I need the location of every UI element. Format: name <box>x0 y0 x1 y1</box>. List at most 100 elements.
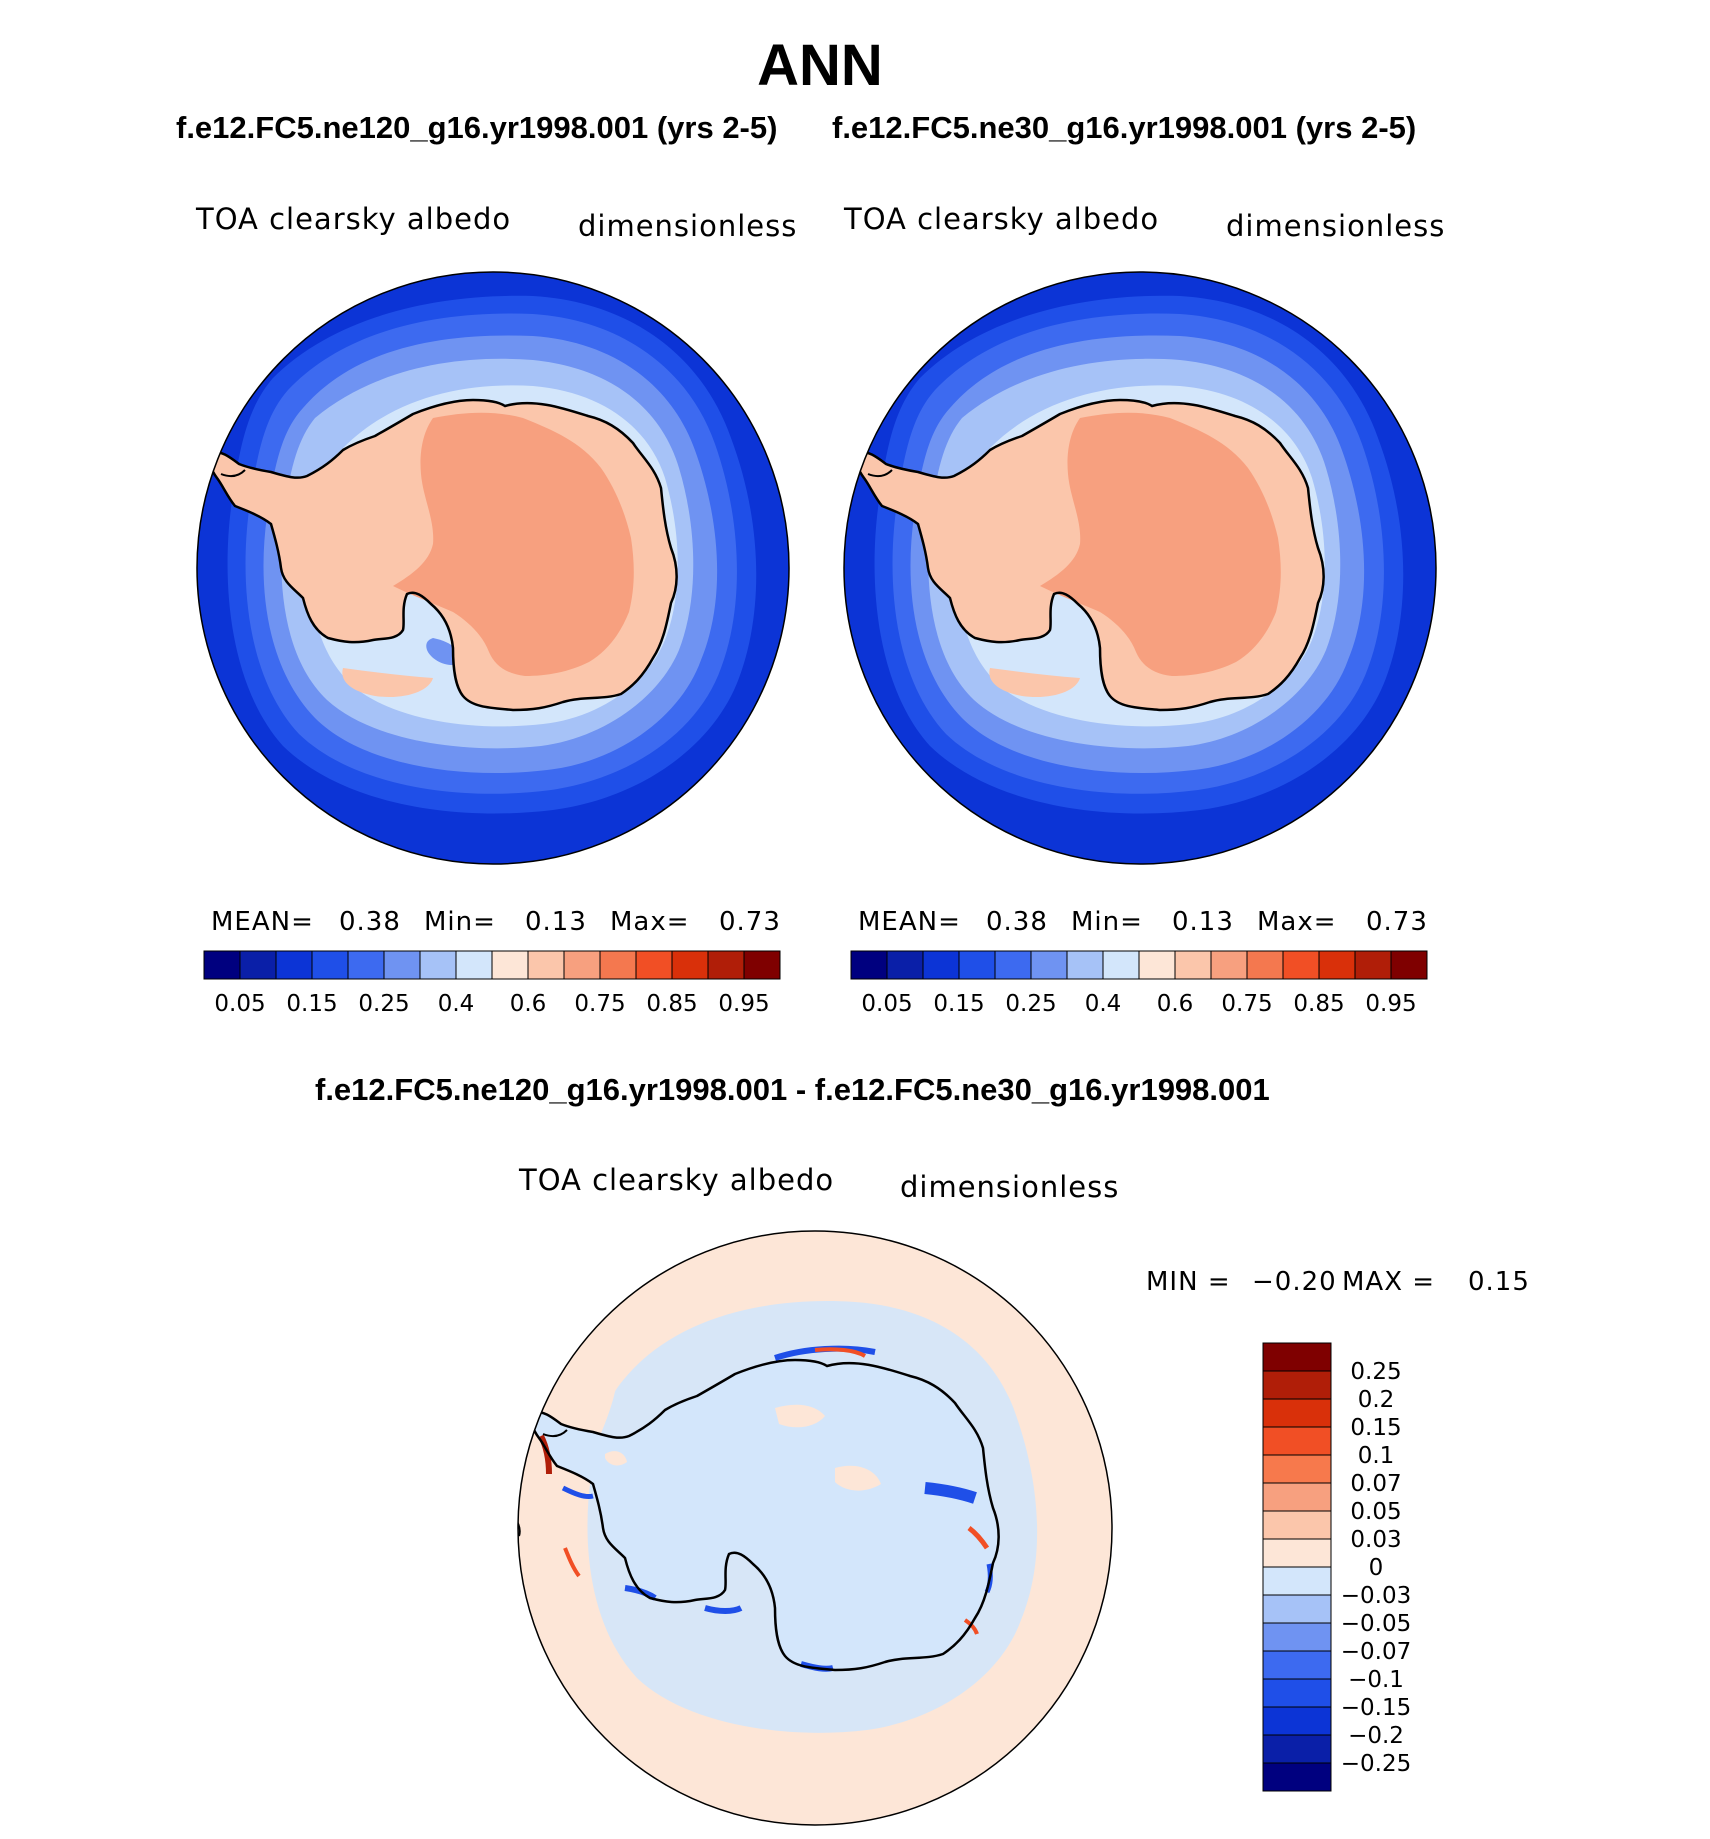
colorbar-left-tick-label: 0.4 <box>438 991 475 1017</box>
colorbar-left-swatch <box>347 950 385 980</box>
colorbar-diff-swatch <box>1262 1454 1332 1484</box>
colorbar-right-swatch <box>958 950 996 980</box>
colorbar-right-tick-label: 0.05 <box>861 991 912 1017</box>
colorbar-right-tick-label: 0.85 <box>1293 991 1344 1017</box>
colorbar-left-swatch <box>743 950 781 980</box>
colorbar-left-tick-label: 0.25 <box>358 991 409 1017</box>
colorbar-right-swatch <box>886 950 924 980</box>
colorbar-right-swatch <box>922 950 960 980</box>
left-max-value: 0.73 <box>719 907 781 937</box>
colorbar-left-tick-label: 0.05 <box>214 991 265 1017</box>
colorbar-left-tick-label: 0.6 <box>510 991 547 1017</box>
page-title: ANN <box>757 33 883 98</box>
colorbar-diff-tick-label: 0.05 <box>1350 1499 1401 1525</box>
colorbar-diff-tick-label: 0.07 <box>1350 1471 1401 1497</box>
colorbar-left-swatch <box>599 950 637 980</box>
subtitle-right: f.e12.FC5.ne30_g16.yr1998.001 (yrs 2-5) <box>832 110 1417 145</box>
subtitle-left: f.e12.FC5.ne120_g16.yr1998.001 (yrs 2-5) <box>176 110 778 145</box>
left-min-label: Min= <box>424 907 496 937</box>
colorbar-diff-swatch <box>1262 1734 1332 1764</box>
colorbar-diff-tick-label: 0 <box>1369 1555 1384 1581</box>
colorbar-right-swatch <box>1030 950 1068 980</box>
colorbar-right-swatch <box>850 950 888 980</box>
colorbar-diff-tick-label: 0.25 <box>1350 1359 1401 1385</box>
left-variable-label: TOA clearsky albedo <box>196 202 512 236</box>
colorbar-left-tick-label: 0.95 <box>718 991 769 1017</box>
colorbar-diff-swatch <box>1262 1566 1332 1596</box>
colorbar-right: 0.05 0.15 0.25 0.4 0.6 0.75 0.85 0.95 <box>850 950 1428 1017</box>
right-max-label: Max= <box>1257 907 1337 937</box>
colorbar-diff-swatch <box>1262 1678 1332 1708</box>
colorbar-diff-tick-label: −0.05 <box>1341 1611 1411 1637</box>
colorbar-diff-swatch <box>1262 1370 1332 1400</box>
colorbar-left-tick-label: 0.85 <box>646 991 697 1017</box>
colorbar-diff-swatch <box>1262 1594 1332 1624</box>
colorbar-diff-tick-label: −0.2 <box>1348 1723 1404 1749</box>
colorbar-left-swatch <box>383 950 421 980</box>
colorbar-right-tick-label: 0.15 <box>933 991 984 1017</box>
left-mean-value: 0.38 <box>339 907 401 937</box>
diff-units-label: dimensionless <box>900 1170 1120 1204</box>
colorbar-left-tick-label: 0.15 <box>286 991 337 1017</box>
colorbar-diff-tick-label: −0.1 <box>1348 1667 1404 1693</box>
colorbar-diff-swatch <box>1262 1650 1332 1680</box>
right-max-value: 0.73 <box>1366 907 1428 937</box>
diff-min-value: −0.20 <box>1252 1267 1337 1297</box>
colorbar-right-swatch <box>1390 950 1428 980</box>
colorbar-left-swatch <box>491 950 529 980</box>
colorbar-diff-swatch <box>1262 1706 1332 1736</box>
diff-polar-map <box>517 1230 1113 1826</box>
right-mean-value: 0.38 <box>986 907 1048 937</box>
colorbar-left-swatch <box>635 950 673 980</box>
colorbar-diff-swatch <box>1262 1510 1332 1540</box>
right-min-value: 0.13 <box>1172 907 1234 937</box>
colorbar-left-swatch <box>203 950 241 980</box>
colorbar-left-swatch <box>311 950 349 980</box>
colorbar-diff-swatch <box>1262 1342 1332 1372</box>
colorbar-right-swatch <box>1066 950 1104 980</box>
diff-max-label: MAX = <box>1342 1267 1436 1297</box>
colorbar-right-tick-label: 0.6 <box>1157 991 1194 1017</box>
colorbar-diff-tick-label: −0.03 <box>1341 1583 1411 1609</box>
colorbar-right-tick-label: 0.95 <box>1365 991 1416 1017</box>
colorbar-diff-swatch <box>1262 1762 1332 1792</box>
right-mean-label: MEAN= <box>858 907 961 937</box>
colorbar-right-swatch <box>1210 950 1248 980</box>
left-max-label: Max= <box>610 907 690 937</box>
diff-variable-label: TOA clearsky albedo <box>519 1163 835 1197</box>
right-polar-map <box>843 271 1437 865</box>
colorbar-diff-swatch <box>1262 1622 1332 1652</box>
right-min-label: Min= <box>1071 907 1143 937</box>
left-mean-label: MEAN= <box>211 907 314 937</box>
diff-max-value: 0.15 <box>1468 1267 1530 1297</box>
colorbar-right-tick-label: 0.25 <box>1005 991 1056 1017</box>
colorbar-diff-swatch <box>1262 1426 1332 1456</box>
right-variable-label: TOA clearsky albedo <box>844 202 1160 236</box>
colorbar-left: 0.05 0.15 0.25 0.4 0.6 0.75 0.85 0.95 <box>203 950 781 1017</box>
left-polar-map <box>196 271 790 865</box>
right-units-label: dimensionless <box>1226 209 1446 243</box>
colorbar-left-tick-label: 0.75 <box>574 991 625 1017</box>
colorbar-right-swatch <box>994 950 1032 980</box>
colorbar-right-swatch <box>1282 950 1320 980</box>
colorbar-left-swatch <box>527 950 565 980</box>
colorbar-left-swatch <box>563 950 601 980</box>
colorbar-diff-tick-label: −0.25 <box>1341 1751 1411 1777</box>
colorbar-diff-tick-label: 0.2 <box>1358 1387 1395 1413</box>
colorbar-left-swatch <box>671 950 709 980</box>
diff-min-label: MIN = <box>1146 1267 1231 1297</box>
colorbar-right-swatch <box>1174 950 1212 980</box>
colorbar-left-swatch <box>239 950 277 980</box>
colorbar-right-swatch <box>1138 950 1176 980</box>
colorbar-diff-tick-label: 0.1 <box>1358 1443 1395 1469</box>
colorbar-right-swatch <box>1318 950 1356 980</box>
colorbar-right-swatch <box>1246 950 1284 980</box>
colorbar-left-swatch <box>275 950 313 980</box>
colorbar-left-swatch <box>419 950 457 980</box>
colorbar-diff-tick-label: −0.15 <box>1341 1695 1411 1721</box>
colorbar-diff-tick-label: −0.07 <box>1341 1639 1411 1665</box>
colorbar-diff: 0.250.20.150.10.070.050.030−0.03−0.05−0.… <box>1262 1342 1411 1792</box>
colorbar-diff-swatch <box>1262 1398 1332 1428</box>
colorbar-right-swatch <box>1102 950 1140 980</box>
